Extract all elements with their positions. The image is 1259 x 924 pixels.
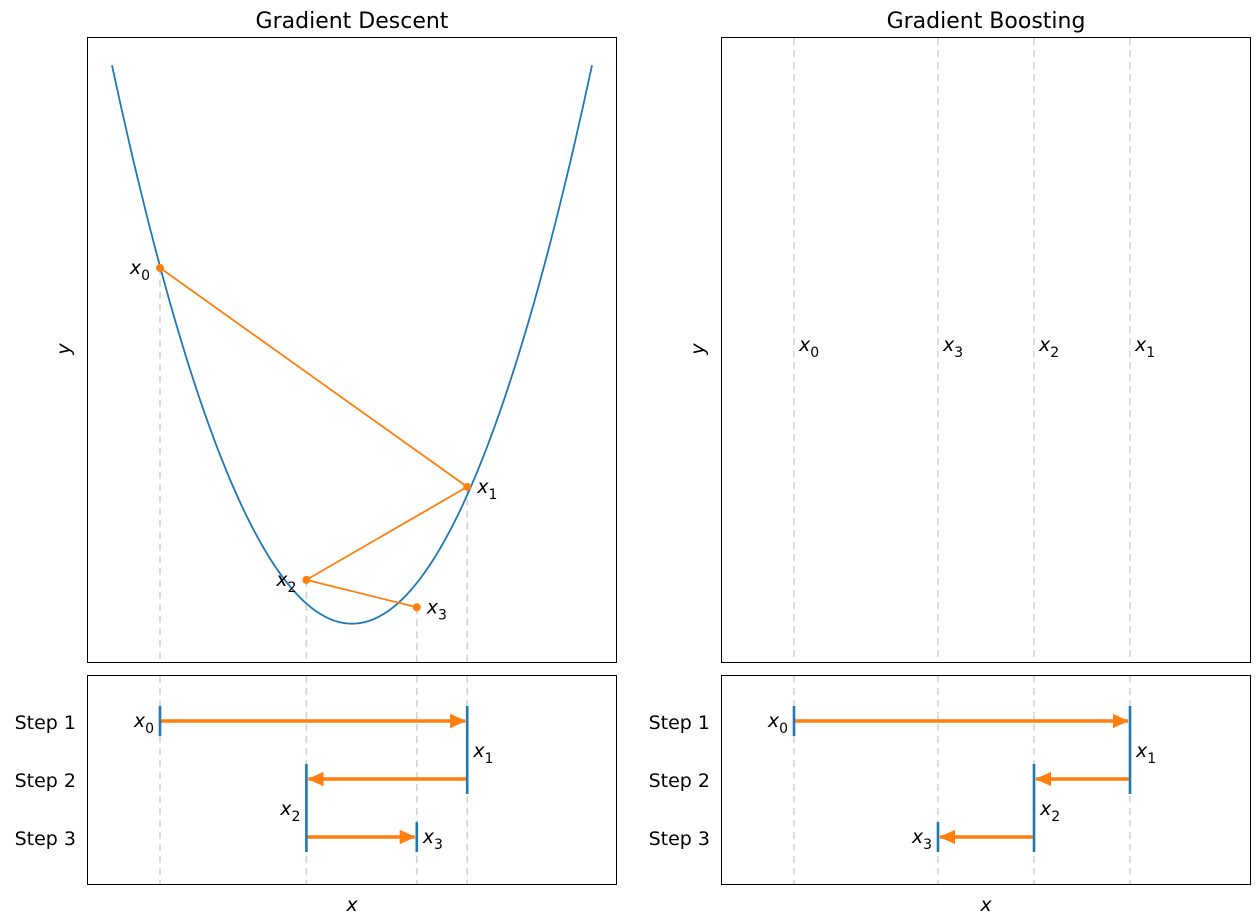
step-point-label: x2 (1039, 798, 1060, 825)
step-point-label: x3 (911, 826, 932, 853)
point-label: x2 (275, 569, 296, 596)
main-axes-frame (87, 37, 617, 663)
y-axis-label: y (53, 343, 75, 356)
descent-point (156, 263, 164, 272)
descent-point (412, 603, 421, 612)
step-point-label: x1 (1135, 740, 1156, 767)
function-curve (111, 65, 593, 625)
position-plot: x0 x3 x2 x1 (798, 334, 1155, 361)
position-label: x2 (1038, 334, 1059, 361)
step-label: Step 1 (649, 712, 710, 734)
x-axis-label: x (979, 894, 992, 916)
step-label: Step 3 (649, 828, 710, 850)
step-labels: Step 1 Step 2 Step 3 (15, 712, 76, 850)
step-point-label: x2 (279, 798, 300, 825)
position-label: x1 (1134, 334, 1155, 361)
step-label: Step 1 (15, 712, 76, 734)
step-label: Step 3 (15, 828, 76, 850)
descent-point (463, 482, 472, 491)
descent-path (159, 267, 469, 609)
main-axes-frame (721, 37, 1251, 663)
position-label: x3 (942, 334, 963, 361)
step-plot: x0 x1 x2 x3 (767, 706, 1156, 853)
x-axis-label: x (345, 894, 358, 916)
step-axes-frame (721, 675, 1251, 885)
gradient-boosting-panel: Gradient Boosting y x x0 x3 x2 x1 x0x1x2x3 … (649, 9, 1251, 916)
function-plot: x0 x1 x2 x3 (111, 65, 593, 625)
step-point-label: x1 (472, 740, 493, 767)
step-point-label: x0 (767, 710, 788, 737)
step-point-label: x3 (422, 826, 443, 853)
y-axis-label: y (687, 343, 709, 356)
step-plot: x0 x1 x2 x3 (133, 706, 493, 853)
chart-title: Gradient Boosting (887, 9, 1086, 34)
point-label: x3 (426, 596, 447, 623)
step-label: Step 2 (649, 770, 710, 792)
step-axes-frame (87, 675, 617, 885)
position-label: x0 (798, 334, 819, 361)
descent-point (302, 575, 311, 584)
step-labels: Step 1 Step 2 Step 3 (649, 712, 710, 850)
chart-title: Gradient Descent (256, 9, 449, 34)
point-label: x1 (476, 476, 497, 503)
guide-lines (793, 38, 1131, 884)
point-label: x0 (129, 257, 150, 284)
step-label: Step 2 (15, 770, 76, 792)
gradient-descent-panel: Gradient Descent y x x0 x1 x2 x3 x0 x1 x2 x3 S… (15, 9, 617, 916)
step-point-label: x0 (133, 710, 154, 737)
